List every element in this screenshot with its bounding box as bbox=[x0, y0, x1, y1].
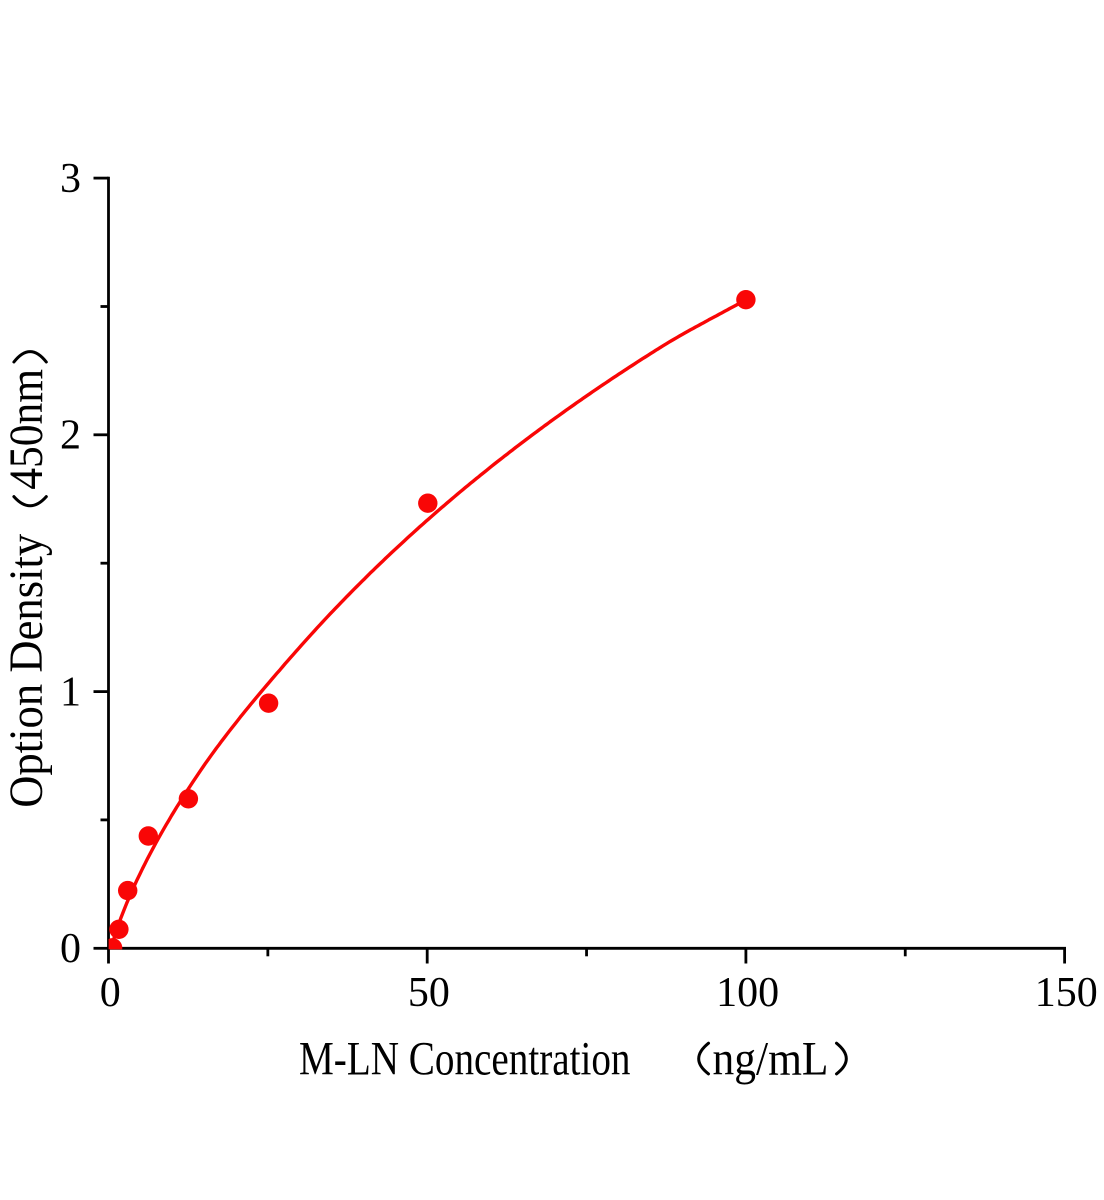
svg-text:ng/mL: ng/mL bbox=[713, 1034, 829, 1086]
svg-text:100: 100 bbox=[716, 970, 779, 1016]
svg-text:0: 0 bbox=[100, 970, 121, 1016]
svg-text:Option Density: Option Density bbox=[1, 534, 53, 808]
svg-text:2: 2 bbox=[60, 413, 81, 459]
svg-text:450nm: 450nm bbox=[1, 369, 53, 490]
svg-text:50: 50 bbox=[408, 970, 450, 1016]
svg-text:M-LN Concentration: M-LN Concentration bbox=[299, 1034, 631, 1086]
svg-text:150: 150 bbox=[1035, 970, 1098, 1016]
svg-text:3: 3 bbox=[60, 156, 81, 202]
svg-text:1: 1 bbox=[60, 669, 81, 715]
svg-text:0: 0 bbox=[60, 926, 81, 972]
